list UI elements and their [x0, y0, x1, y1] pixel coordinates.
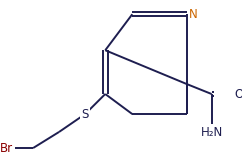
Text: N: N: [189, 8, 198, 21]
Text: Br: Br: [0, 142, 13, 155]
Text: H₂N: H₂N: [200, 126, 223, 139]
Text: O: O: [234, 88, 242, 100]
Text: S: S: [82, 108, 89, 121]
